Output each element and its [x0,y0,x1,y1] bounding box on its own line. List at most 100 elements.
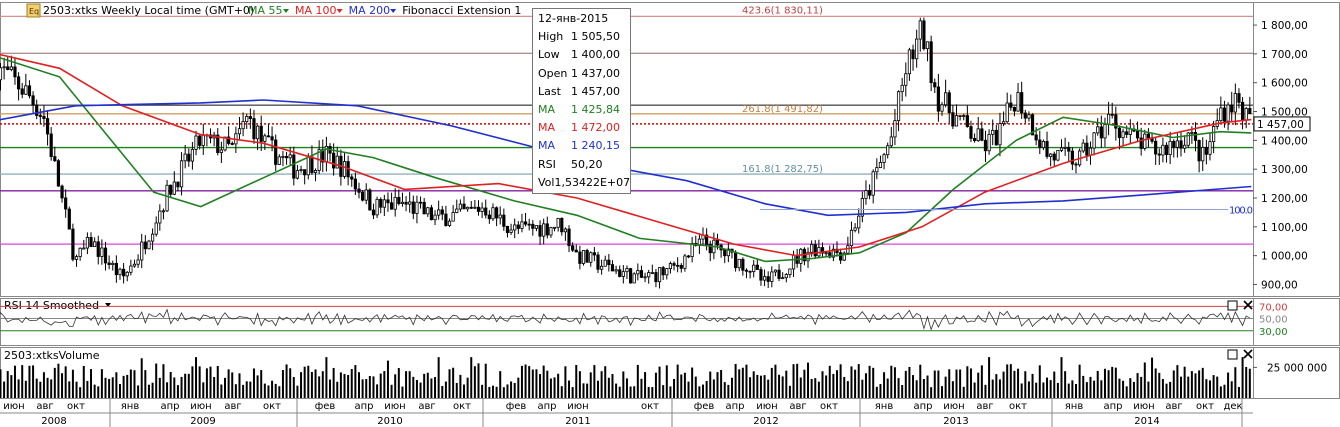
candle-body [1085,142,1089,156]
candle-body [27,85,32,97]
symbol-label[interactable]: 2503:xtks Weekly Local time (GMT+0) [43,4,254,17]
candle-body [16,76,21,90]
candle-body [310,156,314,173]
candle-body [726,248,730,257]
dropdown-arrow-icon[interactable] [390,9,397,13]
price-tick-label: 1 500,00 [1261,107,1308,119]
rsi-level-label: 30,00 [1259,327,1288,338]
candle-body [426,207,430,215]
tooltip-key: MA [538,103,556,117]
ma-line [0,53,1252,257]
tooltip-row: Vol 1,53422E+07 [538,174,630,192]
candle-body [983,139,988,152]
close-panel-icon[interactable] [1243,300,1253,310]
candle-body [60,185,64,199]
maximize-panel-button[interactable] [1227,300,1238,311]
candle-body [1099,126,1103,139]
candle-body [1233,93,1237,113]
candle-body [951,112,955,127]
candle-body [857,215,861,229]
candle-body [400,201,405,204]
candle-body [469,206,473,209]
candle-body [976,128,980,142]
candle-body [183,153,187,162]
candle-body [929,41,933,84]
candle-body [944,92,948,106]
candle-body [379,198,383,208]
candle-body [1067,146,1071,152]
tooltip-date: 12-янв-2015 [538,12,609,25]
indicator-legend-item[interactable]: MA 200 [349,4,391,17]
rsi-panel-title: RSI 14 Smoothed [4,299,99,312]
candle-body [342,161,347,177]
candle-body [509,229,513,233]
candle-body [227,136,231,144]
close-panel-icon[interactable] [1243,349,1253,359]
price-tick-label: 1 800,00 [1261,20,1308,32]
candle-body [810,244,814,253]
indicator-legend-item[interactable]: MA 100 [295,4,337,17]
symbol-icon-text: Eq [29,7,39,16]
candle-body [1201,147,1205,162]
candle-body [13,66,17,78]
candle-body [592,252,596,256]
candle-body [31,95,35,106]
price-tick-label: 900,00 [1261,279,1298,291]
dropdown-arrow-icon[interactable] [283,9,289,13]
candle-body [223,136,227,151]
candle-body [281,155,285,158]
tooltip-row: MA 1 425,84 [538,101,630,119]
indicator-legend-item[interactable]: Fibonacci Extension 1 [402,4,521,17]
x-year-label: 2014 [1134,416,1159,427]
x-year-label: 2009 [190,416,215,427]
candle-body [154,222,158,235]
candle-body [0,67,3,81]
last-price-box [1253,116,1311,132]
candle-body [498,214,502,219]
candle-body [237,128,242,135]
candle-body [672,263,676,266]
candle-body [585,250,589,263]
candle-body [216,134,220,153]
candle-body [882,154,886,163]
candle-body [849,229,854,247]
dropdown-arrow-icon[interactable] [336,9,343,13]
x-month-label: июн [190,401,211,412]
candle-body [987,133,991,152]
candle-body [263,135,267,142]
candle-body [408,201,412,205]
candle-body [71,228,75,260]
candle-body [1172,140,1176,148]
x-month-label: янв [875,401,894,412]
candle-body [520,221,524,229]
candle-body [1208,141,1212,155]
candle-body [1135,130,1140,139]
candle-body [962,115,966,117]
candle-body [1219,107,1223,122]
maximize-panel-button[interactable] [1227,349,1238,360]
dropdown-arrow-icon[interactable] [105,303,111,307]
candle-body [78,247,82,257]
candle-body [676,264,680,267]
candle-body [125,271,129,277]
candle-body [100,247,104,257]
candle-body [940,104,944,112]
candle-body [621,271,625,277]
candle-body [980,128,984,141]
x-month-label: авг [224,401,241,412]
ma-line [0,99,1252,217]
x-month-label: окт [641,401,659,412]
x-year-label: 2010 [377,416,402,427]
candle-body [165,184,169,212]
indicator-legend-item[interactable]: MA 55 [248,4,283,17]
candle-body [806,251,810,262]
candle-body [744,269,749,272]
tooltip-key: MA [538,139,556,153]
candle-body [542,223,546,237]
candle-body [466,206,470,210]
candle-body [38,115,42,117]
candle-body [1034,134,1038,141]
candle-body [1154,140,1158,155]
candle-body [650,272,654,274]
